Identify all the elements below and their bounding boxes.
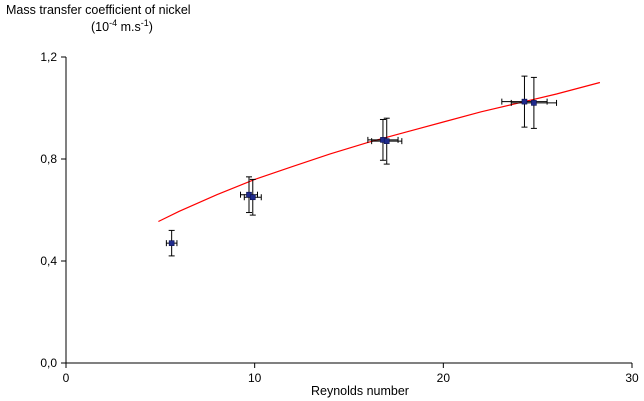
y-axis-unit: (10-4 m.s-1) bbox=[91, 20, 153, 34]
x-tick-label: 0 bbox=[63, 371, 70, 385]
error-bars bbox=[166, 76, 556, 256]
x-tick-label: 30 bbox=[625, 371, 639, 385]
y-axis-title: Mass transfer coefficient of nickel bbox=[6, 3, 191, 17]
x-tick-label: 10 bbox=[248, 371, 262, 385]
x-axis-title: Reynolds number bbox=[311, 384, 409, 398]
y-tick-label: 0,0 bbox=[40, 356, 57, 370]
y-axis-unit-mid: m.s bbox=[117, 20, 141, 34]
y-tick-label: 1,2 bbox=[40, 50, 57, 64]
data-point bbox=[531, 100, 536, 105]
x-tick-label: 20 bbox=[437, 371, 451, 385]
data-point bbox=[250, 195, 255, 200]
y-axis-unit-end: ) bbox=[149, 20, 153, 34]
data-point bbox=[384, 139, 389, 144]
data-point bbox=[522, 99, 527, 104]
y-axis-unit-exp1: -4 bbox=[109, 18, 117, 28]
y-axis-unit-base: (10 bbox=[91, 20, 109, 34]
data-point bbox=[169, 241, 174, 246]
y-tick-label: 0,4 bbox=[40, 254, 57, 268]
y-tick-label: 0,8 bbox=[40, 152, 57, 166]
y-axis-unit-exp2: -1 bbox=[141, 18, 149, 28]
ticks: 0,0 0,4 0,8 1,2 0 10 20 30 bbox=[40, 50, 639, 385]
data-points bbox=[169, 99, 536, 246]
